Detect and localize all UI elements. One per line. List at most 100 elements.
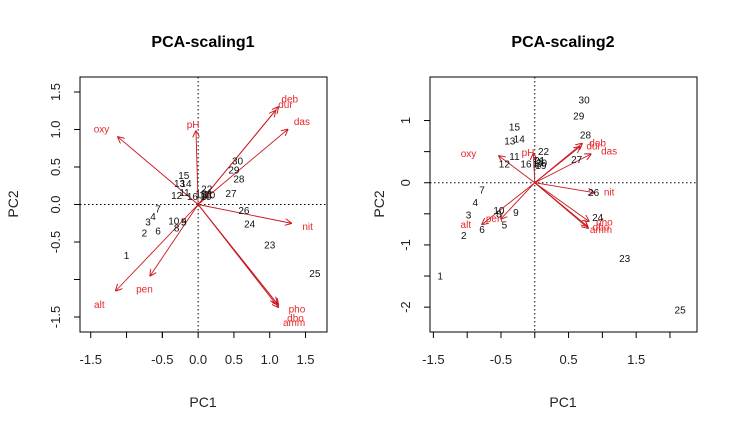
site-label: 10 bbox=[493, 206, 505, 217]
site-label: 30 bbox=[579, 96, 591, 107]
variable-label-dur: dur bbox=[586, 142, 601, 153]
site-label: 1 bbox=[124, 251, 130, 262]
site-label: 6 bbox=[155, 226, 161, 237]
site-label: 4 bbox=[150, 212, 156, 223]
variable-arrow-alt bbox=[482, 182, 536, 225]
chart-title: PCA-scaling1 bbox=[151, 34, 254, 51]
x-tick-label: 1.0 bbox=[261, 352, 279, 367]
site-label: 17 bbox=[533, 160, 545, 171]
variable-arrow-dur bbox=[197, 111, 275, 205]
site-label: 25 bbox=[675, 306, 687, 317]
variable-arrow-alt bbox=[116, 204, 199, 291]
variable-label-dbo: dbo bbox=[593, 223, 610, 234]
site-label: 2 bbox=[461, 231, 467, 242]
x-tick-label: -1.5 bbox=[422, 352, 444, 367]
variable-label-pH: pH bbox=[187, 120, 200, 131]
y-axis-label: PC2 bbox=[371, 190, 387, 217]
x-tick-label: 0.5 bbox=[225, 352, 243, 367]
site-label: 28 bbox=[233, 175, 245, 186]
y-tick-label: 0 bbox=[398, 179, 413, 186]
site-label: 19 bbox=[535, 161, 547, 172]
variable-label-pho: pho bbox=[596, 218, 613, 229]
site-label: 25 bbox=[309, 269, 321, 280]
site-label: 12 bbox=[171, 191, 183, 202]
variable-arrow-pH bbox=[196, 131, 198, 205]
variable-label-pen: pen bbox=[136, 284, 153, 295]
site-label: 8 bbox=[496, 209, 502, 220]
variable-label-deb: deb bbox=[281, 95, 298, 106]
site-label: 27 bbox=[571, 155, 583, 166]
variable-arrow-oxy bbox=[118, 137, 199, 205]
plot-frame bbox=[429, 76, 698, 333]
x-tick-label: 0.0 bbox=[189, 352, 207, 367]
variable-arrow-dur bbox=[534, 147, 580, 184]
site-label: 5 bbox=[502, 221, 508, 232]
variable-arrow-oxy bbox=[499, 156, 536, 184]
site-label: 29 bbox=[228, 166, 240, 177]
site-label: 26 bbox=[238, 206, 250, 217]
variable-label-pho: pho bbox=[289, 305, 306, 316]
variable-arrow-dbo bbox=[197, 204, 277, 304]
variable-arrow-nit bbox=[534, 182, 594, 193]
site-label: 20 bbox=[536, 158, 548, 169]
site-label: 7 bbox=[155, 205, 161, 216]
site-label: 13 bbox=[504, 137, 516, 148]
y-tick-label: 0.0 bbox=[48, 195, 63, 213]
site-label: 23 bbox=[619, 254, 631, 265]
panel-pca-scaling1: PCA-scaling1 PC1 PC2 -1.5 -0.5 0.0 0.5 1.0 1.5 1.… bbox=[5, 34, 328, 410]
site-label: 24 bbox=[592, 213, 604, 224]
variable-arrow-pen bbox=[501, 182, 536, 219]
site-label: 5 bbox=[181, 217, 187, 228]
variable-arrow-pho bbox=[534, 182, 589, 222]
site-label: 12 bbox=[499, 160, 511, 171]
site-label: 8 bbox=[174, 223, 180, 234]
x-tick-label: -1.5 bbox=[80, 352, 102, 367]
site-label: 20 bbox=[204, 190, 216, 201]
variable-label-das: das bbox=[294, 117, 310, 128]
variable-label-nit: nit bbox=[604, 188, 615, 199]
site-label: 18 bbox=[195, 190, 207, 201]
x-axis-label: PC1 bbox=[549, 394, 576, 410]
site-label: 28 bbox=[580, 130, 592, 141]
variable-label-pH: pH bbox=[522, 148, 535, 159]
variable-label-alt: alt bbox=[94, 300, 105, 311]
variable-arrow-das bbox=[534, 154, 591, 184]
site-label: 21 bbox=[202, 190, 214, 201]
site-label: 6 bbox=[479, 225, 485, 236]
variable-arrow-nit bbox=[198, 204, 291, 224]
y-tick-label: -1 bbox=[398, 239, 413, 251]
site-label: 16 bbox=[520, 160, 532, 171]
y-tick-label: -1.5 bbox=[48, 306, 63, 328]
variable-label-amm: amm bbox=[283, 318, 305, 329]
site-label: 9 bbox=[181, 217, 187, 228]
site-label: 11 bbox=[509, 152, 520, 163]
site-label: 2 bbox=[142, 229, 148, 240]
site-label: 26 bbox=[588, 188, 600, 199]
x-tick-label: 1.5 bbox=[627, 352, 645, 367]
y-tick-label: -0.5 bbox=[48, 231, 63, 253]
site-label: 1 bbox=[437, 272, 443, 283]
site-label: 7 bbox=[479, 186, 485, 197]
site-label: 19 bbox=[200, 192, 212, 203]
site-label: 15 bbox=[509, 122, 521, 133]
site-label: 22 bbox=[201, 184, 213, 195]
variable-arrow-pen bbox=[150, 204, 199, 276]
y-tick-label: 1.5 bbox=[48, 83, 63, 101]
site-label: 4 bbox=[473, 198, 479, 209]
variable-label-dur: dur bbox=[278, 100, 293, 111]
site-label: 17 bbox=[199, 190, 211, 201]
site-label: 21 bbox=[534, 156, 546, 167]
site-label: 14 bbox=[514, 135, 526, 146]
x-tick-label: 1.5 bbox=[296, 352, 314, 367]
variable-label-dbo: dbo bbox=[287, 314, 304, 325]
site-label: 23 bbox=[264, 241, 276, 252]
site-label: 14 bbox=[180, 179, 192, 190]
variable-label-alt: alt bbox=[461, 220, 472, 231]
y-tick-label: -2 bbox=[398, 301, 413, 313]
variable-label-nit: nit bbox=[302, 222, 313, 233]
site-label: 13 bbox=[174, 179, 186, 190]
y-tick-label: 1.0 bbox=[48, 120, 63, 138]
variable-label-oxy: oxy bbox=[94, 125, 110, 136]
